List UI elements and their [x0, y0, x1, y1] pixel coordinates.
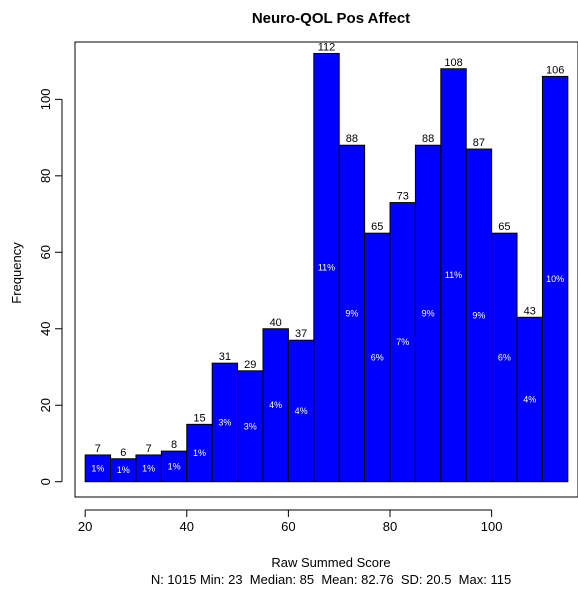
bar-count-label: 40 [270, 317, 282, 329]
bar-percent-label: 1% [193, 448, 206, 458]
y-tick-label: 80 [38, 169, 53, 183]
bar-count-label: 15 [193, 412, 205, 424]
bar-percent-label: 3% [218, 417, 231, 427]
bar-percent-label: 10% [546, 274, 564, 284]
bar-count-label: 65 [371, 221, 383, 233]
y-tick-label: 20 [38, 398, 53, 412]
histogram-bar [414, 144, 442, 483]
bar-count-label: 31 [219, 351, 231, 363]
chart-title: Neuro-QOL Pos Affect [252, 10, 410, 27]
bar-percent-label: 9% [345, 308, 358, 318]
bar-count-label: 87 [473, 137, 485, 149]
y-axis: 0 20 40 60 80 100 [38, 89, 63, 485]
bar-count-label: 108 [444, 57, 462, 69]
x-tick-label: 20 [78, 519, 92, 534]
x-tick-label: 40 [180, 519, 194, 534]
histogram-bar [364, 232, 391, 483]
y-tick-label: 60 [38, 245, 53, 259]
bar-count-label: 8 [171, 439, 177, 451]
bar-count-label: 112 [318, 41, 336, 53]
x-tick-label: 100 [481, 519, 503, 534]
bar-percent-label: 1% [142, 463, 155, 473]
y-tick-label: 40 [38, 322, 53, 336]
histogram-bar [541, 75, 569, 483]
bar-percent-label: 6% [498, 352, 511, 362]
plot-box [74, 41, 578, 498]
x-tick-label: 60 [281, 519, 295, 534]
histogram-bar [338, 144, 366, 483]
y-tick-label: 100 [38, 89, 53, 111]
bar-percent-label: 4% [295, 406, 308, 416]
bar-count-label: 6 [120, 447, 126, 459]
bar-percent-label: 11% [318, 263, 335, 273]
bar-count-label: 7 [95, 443, 101, 455]
bar-percent-label: 3% [244, 421, 257, 431]
bar-percent-label: 4% [523, 395, 536, 405]
bar-count-label: 43 [524, 305, 536, 317]
bar-percent-label: 9% [422, 308, 435, 318]
histogram-bar [440, 68, 467, 483]
bar-count-label: 88 [422, 133, 434, 145]
bar-percent-label: 11% [445, 270, 462, 280]
bar-percent-label: 9% [472, 310, 485, 320]
histogram-bar [186, 423, 213, 483]
bars-group: 7 1% 6 1% 7 1% 8 1% 15 1% 31 3% 29 3% 40 4% 37 4% 112 11% 88… [84, 41, 569, 483]
bar-count-label: 65 [498, 221, 510, 233]
histogram-bar [313, 52, 340, 483]
bar-percent-label: 1% [91, 463, 104, 473]
bar-count-label: 88 [346, 133, 358, 145]
bar-percent-label: 1% [117, 465, 130, 475]
bar-percent-label: 6% [371, 352, 384, 362]
summary-stats: N: 1015 Min: 23 Median: 85 Mean: 82.76 S… [151, 572, 511, 587]
x-axis: 20 40 60 80 100 [78, 509, 503, 534]
bar-count-label: 7 [146, 443, 152, 455]
x-axis-label: Raw Summed Score [271, 555, 390, 570]
bar-count-label: 73 [397, 191, 409, 203]
bar-percent-label: 1% [168, 461, 181, 471]
bar-count-label: 29 [244, 359, 256, 371]
y-tick-label: 0 [38, 478, 53, 485]
x-tick-label: 80 [383, 519, 397, 534]
bar-percent-label: 4% [269, 400, 282, 410]
histogram-bar [389, 202, 416, 483]
y-axis-label: Frequency [9, 242, 24, 304]
histogram-bar [135, 454, 162, 483]
bar-percent-label: 7% [396, 337, 409, 347]
bar-count-label: 37 [295, 328, 307, 340]
histogram-bar [160, 450, 188, 483]
histogram-bar [237, 370, 264, 483]
bar-count-label: 106 [546, 64, 564, 76]
